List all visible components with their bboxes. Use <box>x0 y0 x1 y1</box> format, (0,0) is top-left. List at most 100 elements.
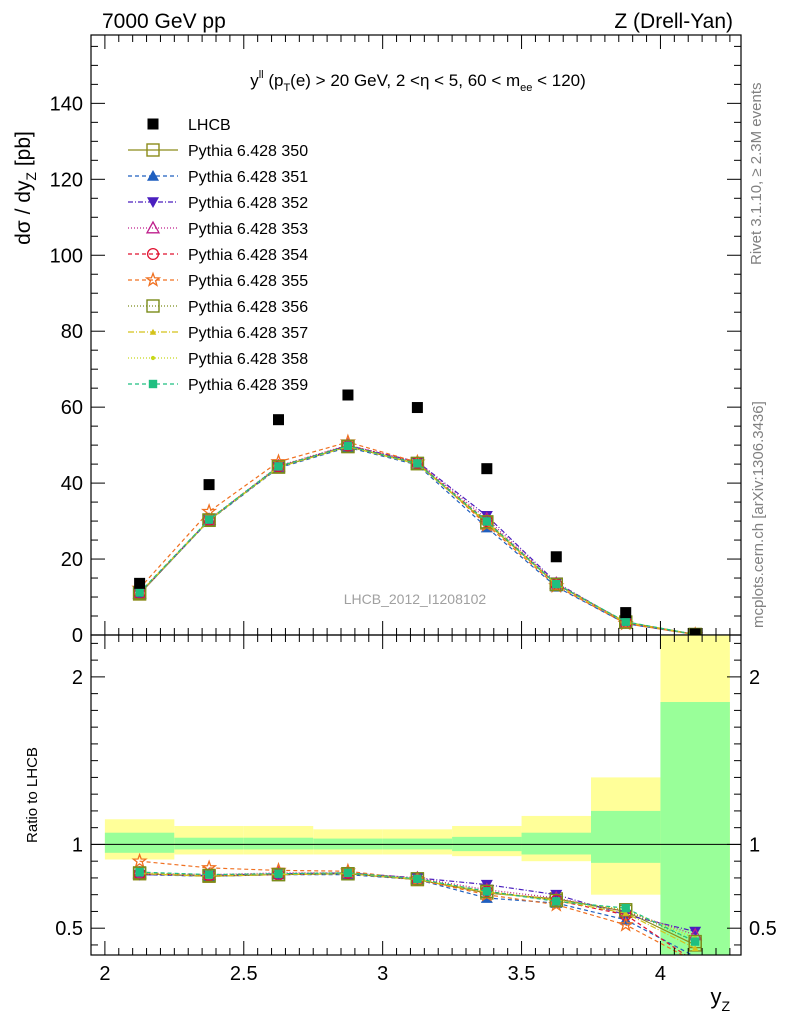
main-series-point <box>202 513 216 527</box>
ratio-series-point <box>621 903 630 913</box>
ratio-series-point <box>691 944 699 951</box>
main-ytick-label: 80 <box>61 321 83 343</box>
ratio-series-point <box>343 868 353 878</box>
main-series-point <box>274 462 283 471</box>
main-series-point <box>552 579 561 589</box>
ratio-series-point <box>617 916 634 932</box>
ratio-band-green <box>660 702 730 955</box>
main-series-point <box>341 439 355 453</box>
ratio-series-point <box>622 909 630 916</box>
legend-marker <box>150 355 156 361</box>
legend-label: Pythia 6.428 351 <box>188 169 308 186</box>
ratio-series-line <box>139 871 696 943</box>
main-data-point <box>481 463 493 475</box>
main-axes: 0 20 40 60 80 100 120 140 <box>50 35 741 647</box>
main-data-point <box>203 479 215 491</box>
ratio-bands <box>104 635 730 955</box>
ratio-series-point <box>552 897 561 906</box>
analysis-watermark: LHCB_2012_I1208102 <box>344 591 487 607</box>
rivet-version-label: Rivet 3.1.10, ≥ 2.3M events <box>748 83 765 266</box>
main-series-point <box>135 588 144 597</box>
ratio-band-green <box>104 832 175 853</box>
legend-label: Pythia 6.428 356 <box>188 299 308 316</box>
main-ytick-label: 100 <box>50 245 83 267</box>
ratio-series-point <box>689 926 702 938</box>
plot-title: yll (pT(e) > 20 GeV, 2 <η < 5, 60 < mee … <box>250 69 586 94</box>
xtick-label: 2 <box>99 963 110 985</box>
xtick-label: 3 <box>377 963 388 985</box>
legend-label: Pythia 6.428 359 <box>188 377 308 394</box>
main-ytick-label: 20 <box>61 549 83 571</box>
ratio-ytick-label: 2 <box>72 667 83 689</box>
main-series-point <box>343 441 353 451</box>
x-axis-label: yZ <box>710 984 730 1014</box>
main-series-point <box>549 577 563 592</box>
main-series-point <box>410 456 425 471</box>
legend-marker <box>148 379 158 389</box>
ratio-series-group <box>131 852 703 955</box>
main-series-point <box>480 515 494 529</box>
main-data-point <box>134 577 146 589</box>
main-series-point <box>204 515 214 524</box>
main-data-point <box>411 402 423 414</box>
legend-label: Pythia 6.428 353 <box>188 221 308 238</box>
legend-marker <box>147 170 159 181</box>
main-data-point <box>273 414 284 426</box>
main-data-group <box>134 389 701 640</box>
ratio-band-green <box>174 837 244 850</box>
ratio-series-point <box>204 870 214 879</box>
ratio-series-point <box>482 887 492 896</box>
legend-marker <box>149 328 157 335</box>
ratio-band-green <box>243 837 314 850</box>
ratio-ytick-label-right: 0.5 <box>749 918 777 940</box>
legend-marker <box>146 247 160 261</box>
ratio-series-point <box>549 893 563 908</box>
ratio-series-point <box>274 869 283 878</box>
main-series-point <box>482 517 492 526</box>
legend-label: Pythia 6.428 354 <box>188 247 308 264</box>
main-series-point <box>621 617 630 626</box>
legend-label-data: LHCB <box>188 117 231 134</box>
ratio-ytick-label-right: 1 <box>749 834 760 856</box>
ratio-series-point <box>135 867 144 877</box>
ratio-panel: 0.5 0.5 1 1 2 2 2 2.5 3 3.5 4 Ratio to LHCB yZ <box>24 634 777 1014</box>
main-data-point <box>342 389 354 401</box>
main-series-group <box>131 433 704 642</box>
legend-marker <box>146 299 160 313</box>
legend-label: Pythia 6.428 357 <box>188 325 308 342</box>
legend-label: Pythia 6.428 358 <box>188 351 308 368</box>
xtick-label: 4 <box>655 963 666 985</box>
ratio-band-green <box>591 810 661 863</box>
ratio-series-clip <box>131 852 703 955</box>
main-series-point <box>548 577 565 593</box>
main-ytick-label: 40 <box>61 473 83 495</box>
ratio-ytick-label: 1 <box>72 834 83 856</box>
ratio-frame-border <box>90 634 742 956</box>
ratio-ytick-label-right: 2 <box>749 667 760 689</box>
header-right-label: Z (Drell-Yan) <box>614 10 733 33</box>
legend: LHCB Pythia 6.428 350 Pythia 6.428 351 Pyth… <box>128 117 308 394</box>
xtick-label: 2.5 <box>230 963 258 985</box>
legend-marker <box>147 197 159 208</box>
ratio-series-point <box>548 896 565 912</box>
main-series-point <box>617 615 634 631</box>
mcplots-reference-label: mcplots.cern.ch [arXiv:1306.3436] <box>750 401 767 628</box>
main-ytick-label: 120 <box>50 169 83 191</box>
main-ytick-label: 0 <box>72 625 83 647</box>
ratio-ytick-label: 0.5 <box>55 918 83 940</box>
legend-marker <box>144 271 162 287</box>
header-left-label: 7000 GeV pp <box>102 10 226 33</box>
legend-marker <box>145 220 161 234</box>
main-data-point <box>689 628 701 640</box>
ratio-band-green <box>521 832 591 855</box>
legend-label: Pythia 6.428 355 <box>188 273 308 290</box>
legend-label: Pythia 6.428 350 <box>188 143 308 160</box>
ratio-ylabel: Ratio to LHCB <box>24 747 41 843</box>
legend-marker <box>146 143 160 157</box>
ratio-series-point <box>413 874 422 883</box>
xtick-label: 3.5 <box>508 963 536 985</box>
legend-marker-data <box>147 118 159 130</box>
main-data-point <box>620 607 632 619</box>
main-ylabel: dσ / dyZ [pb] <box>12 131 39 245</box>
